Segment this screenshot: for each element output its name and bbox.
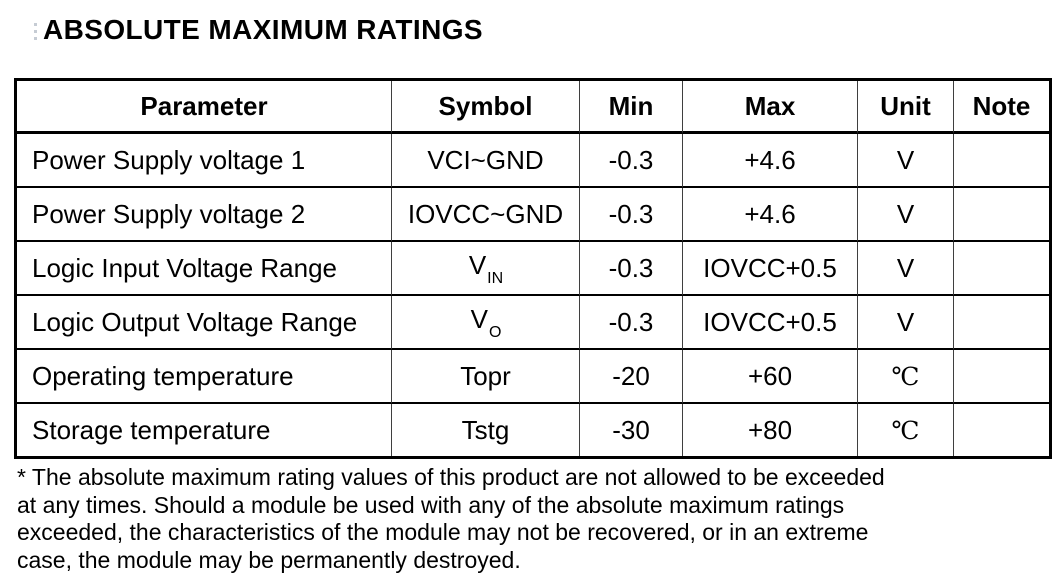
symbol-base: Tstg — [461, 414, 510, 445]
cell-symbol: VIN — [392, 242, 580, 296]
page-title: ABSOLUTE MAXIMUM RATINGS — [43, 14, 483, 45]
column-header-parameter: Parameter — [17, 81, 392, 134]
faint-colon-artifact — [34, 23, 37, 40]
column-header-min: Min — [580, 81, 683, 134]
footnote-line: * The absolute maximum rating values of … — [17, 464, 885, 490]
cell-max: +60 — [683, 350, 858, 404]
cell-min: -20 — [580, 350, 683, 404]
table-row: Operating temperature Topr -20 +60 ℃ — [17, 350, 1049, 404]
table-row: Power Supply voltage 2 IOVCC~GND -0.3 +4.6 V — [17, 188, 1049, 242]
symbol-base: V — [470, 304, 488, 335]
cell-parameter: Storage temperature — [17, 404, 392, 456]
cell-min: -30 — [580, 404, 683, 456]
cell-max: +4.6 — [683, 134, 858, 188]
table-row: Logic Input Voltage Range VIN -0.3 IOVCC+0.… — [17, 242, 1049, 296]
cell-note — [954, 296, 1049, 350]
cell-unit: V — [858, 296, 954, 350]
table-row: Storage temperature Tstg -30 +80 ℃ — [17, 404, 1049, 456]
cell-max: +4.6 — [683, 188, 858, 242]
cell-unit: V — [858, 134, 954, 188]
symbol-subscript: O — [488, 323, 502, 341]
symbol-base: Topr — [460, 360, 511, 391]
cell-unit: V — [858, 242, 954, 296]
title-row: ABSOLUTE MAXIMUM RATINGS — [34, 14, 483, 46]
cell-parameter: Logic Output Voltage Range — [17, 296, 392, 350]
column-header-unit: Unit — [858, 81, 954, 134]
cell-symbol: Tstg — [392, 404, 580, 456]
cell-max: IOVCC+0.5 — [683, 242, 858, 296]
absolute-maximum-ratings-table: Parameter Symbol Min Max Unit Note Power Supp… — [14, 78, 1052, 459]
cell-note — [954, 188, 1049, 242]
cell-note — [954, 134, 1049, 188]
symbol-base: V — [468, 250, 487, 281]
symbol-subscript: IN — [487, 269, 504, 287]
column-header-symbol: Symbol — [392, 81, 580, 134]
column-header-note: Note — [954, 81, 1049, 134]
cell-parameter: Logic Input Voltage Range — [17, 242, 392, 296]
cell-unit: ℃ — [858, 350, 954, 404]
footnote-line: exceeded, the characteristics of the mod… — [17, 519, 869, 545]
cell-note — [954, 350, 1049, 404]
cell-unit: ℃ — [858, 404, 954, 456]
cell-parameter: Power Supply voltage 2 — [17, 188, 392, 242]
cell-parameter: Power Supply voltage 1 — [17, 134, 392, 188]
cell-symbol: VCI~GND — [392, 134, 580, 188]
cell-note — [954, 242, 1049, 296]
cell-unit: V — [858, 188, 954, 242]
footnote-line: case, the module may be permanently dest… — [17, 546, 521, 573]
table-header-row: Parameter Symbol Min Max Unit Note — [17, 81, 1049, 134]
cell-min: -0.3 — [580, 296, 683, 350]
cell-symbol: IOVCC~GND — [392, 188, 580, 242]
table-row: Power Supply voltage 1 VCI~GND -0.3 +4.6 V — [17, 134, 1049, 188]
cell-symbol: Topr — [392, 350, 580, 404]
footnote-line: at any times. Should a module be used wi… — [17, 491, 845, 518]
cell-note — [954, 404, 1049, 456]
cell-symbol: VO — [392, 296, 580, 350]
footnote: * The absolute maximum rating values of … — [17, 464, 1053, 574]
cell-max: +80 — [683, 404, 858, 456]
cell-parameter: Operating temperature — [17, 350, 392, 404]
symbol-base: IOVCC~GND — [407, 198, 564, 229]
cell-min: -0.3 — [580, 242, 683, 296]
symbol-base: VCI~GND — [427, 144, 544, 175]
cell-min: -0.3 — [580, 134, 683, 188]
cell-min: -0.3 — [580, 188, 683, 242]
cell-max: IOVCC+0.5 — [683, 296, 858, 350]
table-row: Logic Output Voltage Range VO -0.3 IOVCC+0.… — [17, 296, 1049, 350]
column-header-max: Max — [683, 81, 858, 134]
